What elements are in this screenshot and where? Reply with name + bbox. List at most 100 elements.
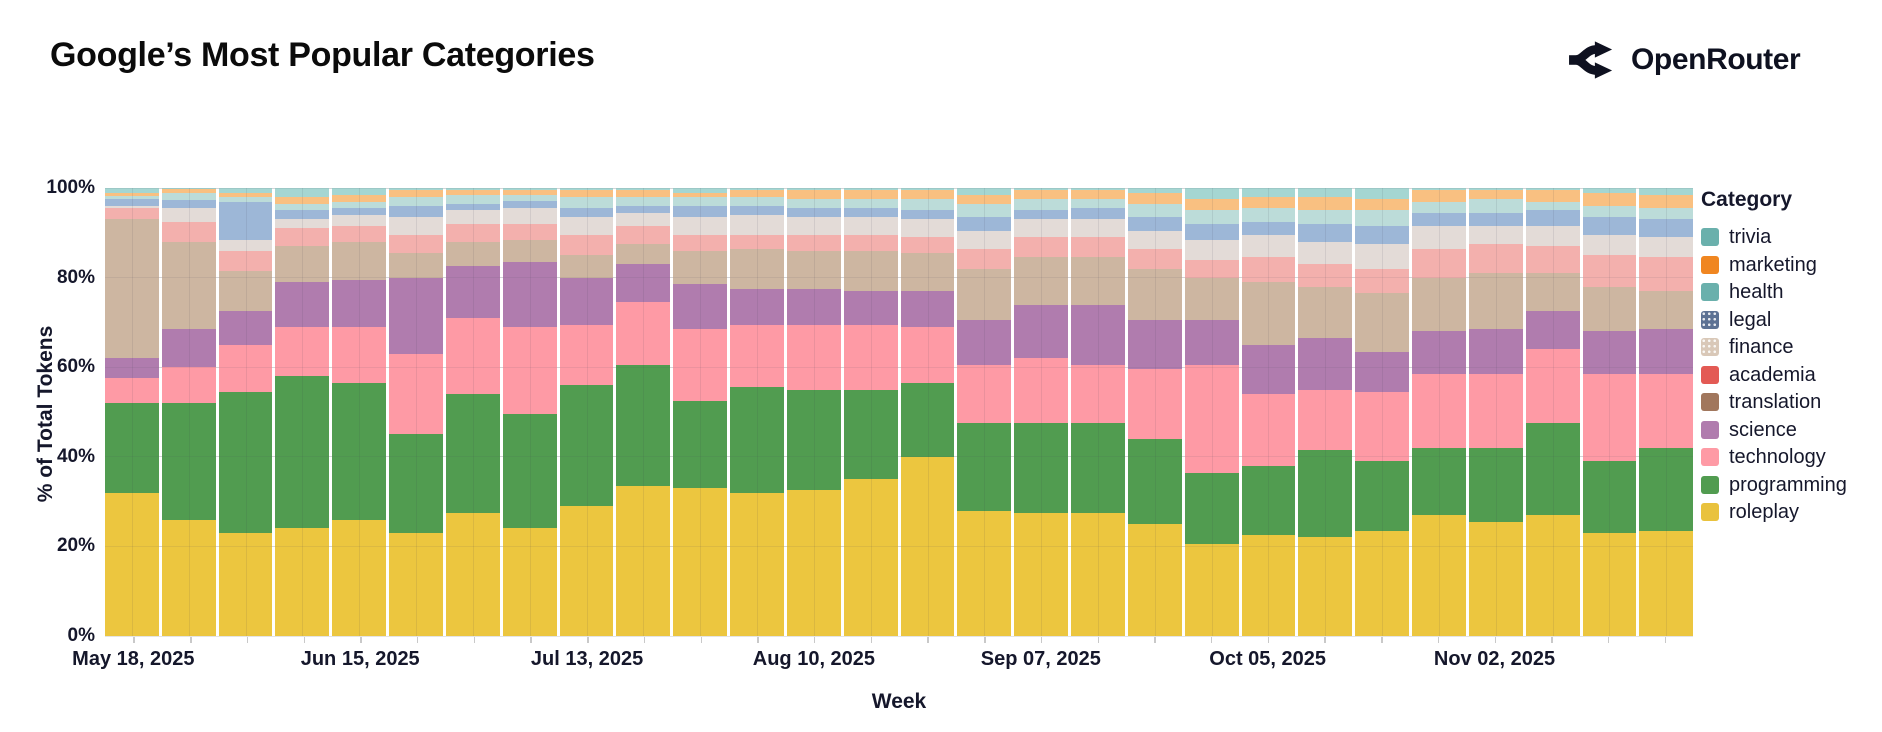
bar-segment-legal[interactable] <box>1014 210 1069 220</box>
bar-segment-technology[interactable] <box>218 344 273 392</box>
bar-segment-programming[interactable] <box>730 387 784 493</box>
bar-segment-trivia[interactable] <box>1241 188 1296 198</box>
bar-segment-legal[interactable] <box>445 203 500 211</box>
bar-segment-programming[interactable] <box>616 364 671 486</box>
bar-segment-academia[interactable] <box>1298 264 1353 287</box>
bar-segment-health[interactable] <box>616 197 671 206</box>
bar-segment-health[interactable] <box>445 194 500 204</box>
bar-segment-finance[interactable] <box>1412 226 1466 249</box>
bar-segment-academia[interactable] <box>1184 259 1239 278</box>
bar-segment-roleplay[interactable] <box>1014 512 1069 636</box>
bar-segment-marketing[interactable] <box>900 190 955 200</box>
bar-segment-academia[interactable] <box>1468 244 1523 274</box>
bar-segment-marketing[interactable] <box>1412 190 1466 202</box>
bar-segment-legal[interactable] <box>843 208 898 218</box>
bar-segment-legal[interactable] <box>730 205 784 215</box>
bar-segment-trivia[interactable] <box>1468 188 1523 191</box>
bar-segment-marketing[interactable] <box>389 190 443 198</box>
bar-week-Jul-06-2025[interactable] <box>502 188 557 636</box>
bar-segment-translation[interactable] <box>1582 286 1637 332</box>
bar-segment-legal[interactable] <box>105 199 159 206</box>
bar-segment-marketing[interactable] <box>1525 190 1580 202</box>
bar-segment-marketing[interactable] <box>1468 190 1523 200</box>
bar-segment-roleplay[interactable] <box>673 488 728 636</box>
bar-segment-legal[interactable] <box>1355 226 1410 245</box>
bar-segment-academia[interactable] <box>786 235 841 251</box>
bar-segment-marketing[interactable] <box>730 190 784 198</box>
bar-segment-health[interactable] <box>1241 208 1296 222</box>
bar-segment-science[interactable] <box>332 279 387 327</box>
bar-week-Nov-09-2025[interactable] <box>1525 188 1580 636</box>
bar-segment-translation[interactable] <box>332 241 387 280</box>
bar-segment-technology[interactable] <box>1468 373 1523 448</box>
bar-segment-finance[interactable] <box>957 230 1012 249</box>
bar-segment-finance[interactable] <box>332 214 387 227</box>
bar-segment-academia[interactable] <box>843 235 898 251</box>
bar-segment-marketing[interactable] <box>616 190 671 197</box>
bar-segment-legal[interactable] <box>1639 219 1694 238</box>
bar-segment-roleplay[interactable] <box>1127 524 1182 636</box>
bar-segment-academia[interactable] <box>730 235 784 249</box>
bar-segment-finance[interactable] <box>730 214 784 236</box>
bar-segment-trivia[interactable] <box>1184 188 1239 200</box>
bar-segment-science[interactable] <box>218 311 273 345</box>
bar-segment-technology[interactable] <box>786 324 841 390</box>
bar-segment-science[interactable] <box>161 329 216 368</box>
bar-segment-trivia[interactable] <box>1525 188 1580 191</box>
bar-segment-programming[interactable] <box>105 403 159 493</box>
bar-segment-legal[interactable] <box>218 201 273 240</box>
bar-segment-roleplay[interactable] <box>1639 530 1694 636</box>
bar-segment-programming[interactable] <box>389 434 443 533</box>
bar-segment-translation[interactable] <box>161 241 216 330</box>
bar-segment-trivia[interactable] <box>673 188 728 193</box>
bar-week-Aug-17-2025[interactable] <box>843 188 898 636</box>
bar-segment-legal[interactable] <box>900 210 955 220</box>
bar-segment-finance[interactable] <box>1525 226 1580 247</box>
bar-segment-trivia[interactable] <box>502 188 557 191</box>
bar-segment-programming[interactable] <box>1639 447 1694 531</box>
bar-segment-science[interactable] <box>1468 329 1523 374</box>
bar-segment-roleplay[interactable] <box>1468 521 1523 636</box>
bar-segment-finance[interactable] <box>1639 237 1694 258</box>
bar-segment-finance[interactable] <box>389 217 443 236</box>
bar-segment-technology[interactable] <box>1127 369 1182 439</box>
bar-segment-science[interactable] <box>616 264 671 303</box>
bar-segment-translation[interactable] <box>389 253 443 278</box>
bar-segment-academia[interactable] <box>218 250 273 271</box>
bar-segment-finance[interactable] <box>1468 226 1523 245</box>
bar-week-Jun-15-2025[interactable] <box>332 188 387 636</box>
bar-segment-marketing[interactable] <box>332 194 387 202</box>
bar-week-Sep-28-2025[interactable] <box>1184 188 1239 636</box>
bar-segment-programming[interactable] <box>1298 450 1353 538</box>
bar-segment-science[interactable] <box>786 288 841 325</box>
bar-segment-science[interactable] <box>843 291 898 325</box>
bar-segment-academia[interactable] <box>1412 248 1466 278</box>
bar-segment-technology[interactable] <box>1355 391 1410 462</box>
bar-segment-trivia[interactable] <box>389 188 443 191</box>
bar-segment-translation[interactable] <box>502 239 557 262</box>
bar-segment-programming[interactable] <box>332 382 387 520</box>
bar-segment-programming[interactable] <box>445 394 500 513</box>
bar-segment-trivia[interactable] <box>1355 188 1410 200</box>
bar-segment-science[interactable] <box>673 284 728 330</box>
bar-segment-marketing[interactable] <box>161 189 216 194</box>
bar-segment-academia[interactable] <box>332 226 387 242</box>
bar-segment-trivia[interactable] <box>1298 188 1353 198</box>
bar-segment-science[interactable] <box>105 358 159 379</box>
bar-segment-health[interactable] <box>105 196 159 200</box>
bar-segment-academia[interactable] <box>502 223 557 240</box>
bar-week-Nov-16-2025[interactable] <box>1582 188 1637 636</box>
bar-segment-finance[interactable] <box>1241 235 1296 258</box>
bar-segment-science[interactable] <box>1355 351 1410 392</box>
openrouter-logo[interactable]: OpenRouter <box>1568 34 1801 86</box>
bar-segment-science[interactable] <box>1127 320 1182 370</box>
bar-segment-health[interactable] <box>1412 201 1466 213</box>
bar-segment-marketing[interactable] <box>1071 190 1125 200</box>
bar-segment-programming[interactable] <box>1071 423 1125 513</box>
bar-segment-trivia[interactable] <box>900 188 955 191</box>
bar-segment-science[interactable] <box>957 320 1012 365</box>
bar-segment-technology[interactable] <box>1071 364 1125 424</box>
bar-segment-academia[interactable] <box>445 223 500 242</box>
bar-segment-translation[interactable] <box>1412 277 1466 332</box>
bar-segment-technology[interactable] <box>1639 373 1694 448</box>
